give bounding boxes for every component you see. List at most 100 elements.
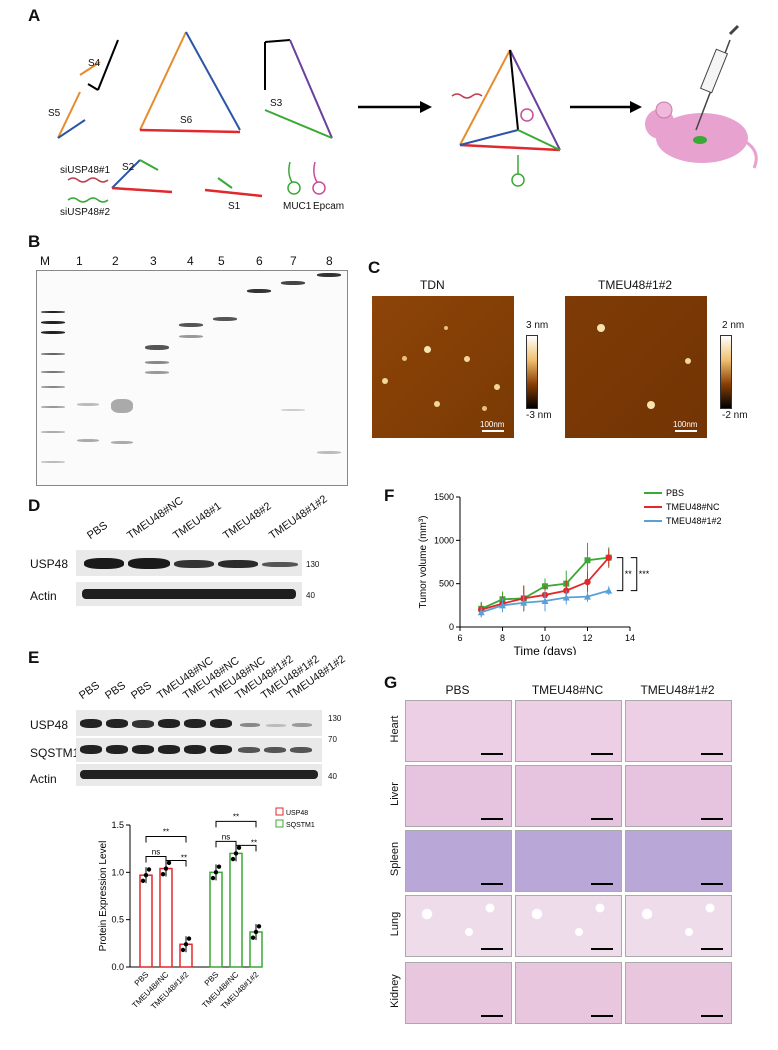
significance-bracket (215, 840, 237, 848)
y-axis-label: Protein Expression Level (98, 841, 109, 952)
label-s2: S2 (122, 162, 135, 173)
panel-label-b: B (28, 232, 41, 251)
scale-bar (481, 818, 503, 820)
histology-row-label: Spleen (389, 841, 401, 877)
replicate-point (163, 866, 169, 871)
lane-label-2: 2 (112, 254, 119, 268)
significance-bracket (145, 856, 167, 863)
wb-d-row-usp48: USP48 (30, 557, 69, 571)
panel-label-f: F (384, 486, 395, 505)
data-point (562, 594, 570, 601)
histology-tile (515, 895, 622, 957)
afm-scale-min-tdn: -3 nm (526, 410, 552, 421)
y-tick-label: 0.5 (111, 915, 124, 925)
data-point (584, 593, 591, 600)
significance-label: ** (625, 569, 633, 579)
replicate-point (230, 856, 236, 862)
bar (209, 871, 223, 968)
y-tick-label: 1000 (434, 535, 454, 545)
wb-e-actin-blot (76, 764, 322, 786)
significance-label: ** (233, 812, 239, 821)
significance-label: *** (639, 569, 650, 579)
wb-e-sqstm1-blot (76, 738, 322, 762)
legend-label: TMEU48#1#2 (666, 516, 722, 526)
afm-scale-max-tmeu: 2 nm (722, 320, 745, 331)
scale-bar (591, 753, 613, 755)
replicate-point (253, 929, 259, 935)
replicate-point (250, 935, 256, 940)
histology-column-label: TMEU48#1#2 (640, 683, 715, 697)
significance-bracket (215, 820, 257, 828)
replicate-point (213, 870, 219, 875)
x-tick-label: 14 (625, 633, 635, 643)
label-s4: S4 (88, 58, 101, 69)
histology-tile (405, 962, 512, 1024)
data-point (584, 578, 591, 586)
scale-bar (701, 753, 723, 755)
lane-label-4: 4 (187, 254, 194, 268)
panel-label-d: D (28, 496, 41, 515)
histology-tile (515, 830, 622, 892)
scale-bar (701, 818, 723, 820)
y-tick-label: 0 (449, 622, 454, 632)
wb-e-mw-70: 70 (328, 735, 337, 744)
data-point (520, 599, 528, 606)
data-point (499, 601, 506, 609)
significance-label: ** (163, 828, 169, 837)
scale-bar (591, 1015, 613, 1017)
gel-lane-labels: M 1 2 3 4 5 6 7 8 (40, 254, 358, 270)
histology-row-label: Heart (389, 715, 401, 743)
replicate-point (146, 867, 152, 872)
lane-label-6: 6 (256, 254, 263, 268)
bar (139, 874, 153, 968)
wb-d-mw-40: 40 (306, 591, 315, 600)
wb-e-lane-3: PBS (129, 679, 155, 702)
data-point (584, 557, 591, 564)
legend-label: TMEU48#NC (666, 502, 720, 512)
wb-e-row-actin: Actin (30, 772, 57, 786)
replicate-point (183, 942, 189, 947)
scale-bar (481, 883, 503, 885)
panel-label-c: C (368, 258, 381, 277)
x-tick-label: 6 (457, 633, 462, 643)
replicate-point (216, 864, 222, 869)
legend-swatch (275, 819, 284, 828)
legend-label: PBS (666, 488, 684, 498)
wb-e-mw-130: 130 (328, 714, 342, 723)
label-s3: S3 (270, 98, 283, 109)
histology-tile (625, 962, 732, 1024)
wb-e-lane-1: PBS (77, 679, 103, 702)
panel-a-schematic (57, 24, 758, 203)
data-point (541, 597, 549, 604)
afm-image-tdn: 100nm (372, 296, 514, 438)
replicate-point (166, 860, 172, 866)
scale-bar (591, 948, 613, 950)
bar (229, 852, 243, 968)
histology-tile (515, 700, 622, 762)
replicate-point (236, 845, 242, 850)
data-point (477, 608, 485, 616)
wb-d-lane-1: PBS (85, 519, 111, 542)
afm-title-tdn: TDN (420, 278, 445, 292)
wb-d-usp48-blot (76, 550, 302, 576)
y-tick-label: 500 (439, 579, 454, 589)
afm-colorbar-tdn (526, 335, 538, 409)
scale-bar (701, 883, 723, 885)
y-axis-label: Tumor volume (mm³) (418, 516, 429, 609)
wb-e-usp48-blot (76, 710, 322, 736)
histology-tile (625, 765, 732, 827)
y-tick-label: 1500 (434, 492, 454, 502)
lane-label-5: 5 (218, 254, 225, 268)
histology-tile (405, 830, 512, 892)
label-siusp48-2: siUSP48#2 (60, 207, 111, 218)
histology-tile (405, 700, 512, 762)
afm-scale-max-tdn: 3 nm (526, 320, 549, 331)
histology-row-label: Kidney (389, 974, 401, 1008)
afm-scalebar-tmeu: 100nm (673, 420, 698, 429)
replicate-point (186, 936, 192, 941)
wb-d-actin-blot (76, 582, 302, 606)
significance-label: ns (152, 848, 160, 857)
afm-image-tmeu: 100nm (565, 296, 707, 438)
histology-row-label: Lung (389, 911, 401, 937)
histology-tile (625, 895, 732, 957)
